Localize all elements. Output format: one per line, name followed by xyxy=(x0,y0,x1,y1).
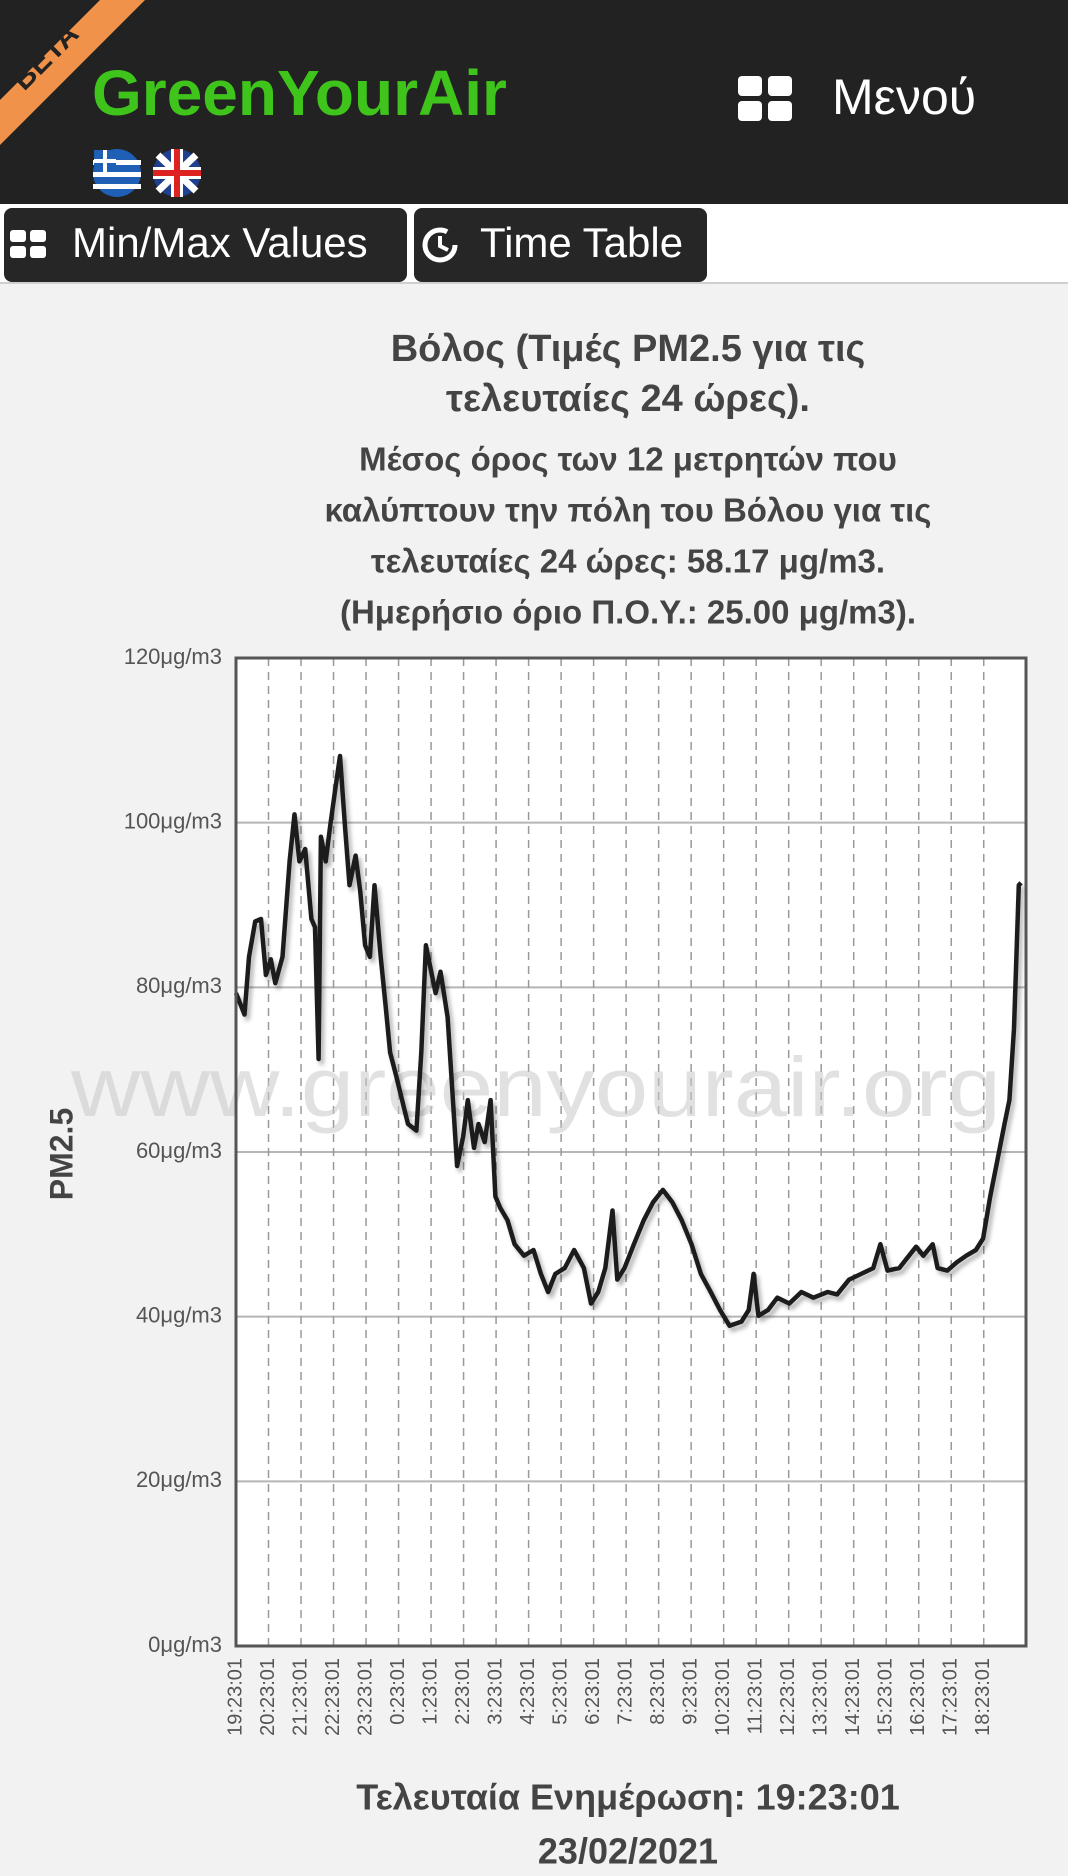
x-tick-label: 6:23:01 xyxy=(582,1658,604,1725)
brand[interactable]: GreenYourAir xyxy=(92,57,507,129)
chart-title: Βόλος (Τιμές PM2.5 για τις xyxy=(391,328,866,370)
watermark: www.greenyourair.org xyxy=(70,1040,1001,1134)
update-info: Τελευταία Ενημέρωση: 19:23:01 xyxy=(356,1777,899,1818)
y-tick-label: 20μg/m3 xyxy=(136,1467,222,1492)
x-tick-label: 11:23:01 xyxy=(744,1658,766,1734)
x-tick-label: 23:23:01 xyxy=(354,1658,376,1736)
x-tick-label: 0:23:01 xyxy=(387,1658,409,1725)
x-tick-label: 15:23:01 xyxy=(874,1658,896,1736)
chart-subtitle: Μέσος όρος των 12 μετρητών που xyxy=(359,441,897,478)
chart-subtitle: τελευταίες 24 ώρες: 58.17 μg/m3. xyxy=(371,543,885,580)
x-tick-label: 19:23:01 xyxy=(224,1658,246,1736)
x-tick-label: 2:23:01 xyxy=(452,1658,474,1725)
x-tick-label: 16:23:01 xyxy=(907,1658,929,1736)
x-tick-label: 4:23:01 xyxy=(517,1658,539,1725)
x-tick-label: 17:23:01 xyxy=(940,1658,962,1736)
timetable-button[interactable]: Time Table xyxy=(414,208,707,282)
x-tick-label: 22:23:01 xyxy=(322,1658,344,1736)
x-tick-label: 12:23:01 xyxy=(777,1658,799,1736)
x-tick-label: 7:23:01 xyxy=(614,1658,636,1725)
y-tick-label: 120μg/m3 xyxy=(124,644,222,669)
chart: Βόλος (Τιμές PM2.5 για τις τελευταίες 24 … xyxy=(43,328,1028,1872)
x-tick-label: 8:23:01 xyxy=(647,1658,669,1725)
x-tick-label: 9:23:01 xyxy=(679,1658,701,1725)
y-tick-label: 60μg/m3 xyxy=(136,1138,222,1163)
minmax-button[interactable]: Min/Max Values xyxy=(4,208,407,282)
plot-border xyxy=(234,656,1028,1648)
flag-uk[interactable] xyxy=(153,149,201,197)
x-tick-label: 20:23:01 xyxy=(257,1658,279,1736)
y-axis-label: PM2.5 xyxy=(43,1108,79,1200)
button-label: Time Table xyxy=(480,219,683,266)
chart-title: τελευταίες 24 ώρες). xyxy=(446,378,810,420)
chart-subtitle: (Ημερήσιο όριο Π.Ο.Υ.: 25.00 μg/m3). xyxy=(340,594,916,631)
x-tick-label: 5:23:01 xyxy=(549,1658,571,1725)
update-info: 23/02/2021 xyxy=(538,1831,718,1872)
y-tick-label: 0μg/m3 xyxy=(148,1632,222,1657)
x-tick-label: 21:23:01 xyxy=(289,1658,311,1736)
menu-label: Μενού xyxy=(832,69,976,125)
button-label: Min/Max Values xyxy=(72,219,368,266)
data-line xyxy=(233,753,1023,1328)
menu-icon xyxy=(738,76,792,121)
x-tick-label: 13:23:01 xyxy=(809,1658,831,1736)
flag-greek[interactable] xyxy=(93,149,141,197)
x-tick-label: 1:23:01 xyxy=(419,1658,441,1725)
x-tick-label: 3:23:01 xyxy=(484,1658,506,1725)
y-tick-label: 80μg/m3 xyxy=(136,973,222,998)
x-tick-label: 14:23:01 xyxy=(842,1658,864,1736)
y-tick-label: 40μg/m3 xyxy=(136,1302,222,1327)
menu-button[interactable]: Μενού xyxy=(738,69,976,125)
x-tick-label: 10:23:01 xyxy=(712,1658,734,1736)
y-tick-label: 100μg/m3 xyxy=(124,808,222,833)
chart-subtitle: καλύπτουν την πόλη του Βόλου για τις xyxy=(325,492,932,529)
x-tick-label: 18:23:01 xyxy=(972,1658,994,1736)
